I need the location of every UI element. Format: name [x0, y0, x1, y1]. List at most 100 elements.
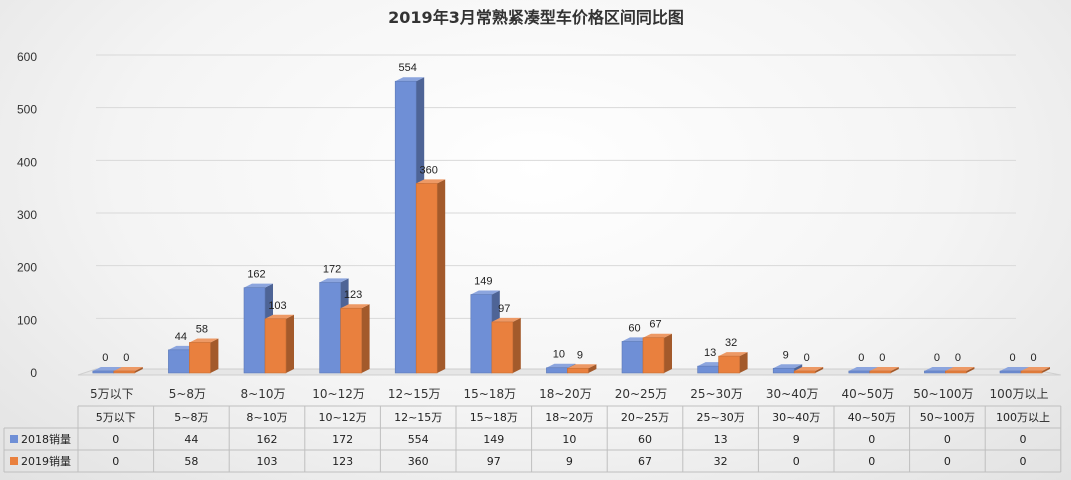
bar-front: [999, 370, 1022, 374]
bar-side: [739, 352, 748, 373]
data-label: 0: [1009, 352, 1015, 364]
bar: 360: [415, 164, 446, 374]
x-tick-label: 10~12万: [312, 387, 365, 401]
data-label: 32: [725, 337, 737, 349]
data-label: 123: [344, 289, 362, 301]
x-tick-label: 50~100万: [913, 387, 973, 401]
data-label: 149: [474, 276, 492, 288]
table-cell: 0: [868, 433, 875, 446]
table-cell: 123: [332, 455, 353, 468]
data-label: 58: [196, 323, 208, 335]
y-tick-label: 600: [17, 50, 37, 64]
data-label: 554: [399, 62, 417, 74]
table-cell: 0: [1020, 455, 1027, 468]
table-cell: 0: [1020, 433, 1027, 446]
data-label: 9: [577, 349, 583, 361]
bar-top: [869, 367, 899, 371]
table-header-cell: 15~18万: [470, 411, 518, 424]
data-label: 360: [420, 164, 438, 176]
table-header-cell: 8~10万: [246, 411, 287, 424]
bar-front: [924, 370, 946, 374]
data-label: 0: [879, 352, 885, 364]
bar-top: [546, 363, 576, 368]
data-label: 13: [704, 347, 716, 359]
bar-side: [890, 367, 899, 373]
bar-side: [210, 338, 219, 373]
table-cell: 9: [793, 433, 800, 446]
table-header-cell: 100万以上: [996, 411, 1050, 424]
table-header-cell: 5万以下: [96, 411, 136, 424]
bar-top: [567, 364, 597, 369]
bar-front: [243, 287, 266, 374]
y-tick-label: 400: [17, 155, 37, 169]
bar-front: [340, 307, 362, 374]
table-header-cell: 30~40万: [772, 411, 820, 424]
legend-label: 2019销量: [21, 454, 71, 468]
legend-label: 2018销量: [21, 432, 71, 446]
x-tick-label: 30~40万: [766, 387, 819, 401]
data-label: 0: [1030, 352, 1036, 364]
table-cell: 0: [793, 455, 800, 468]
data-table: 5万以下 5~8万 8~10万 10~12万 12~15万 15~18万 18~20万 20~…: [3, 405, 1062, 473]
bar: 123: [340, 289, 370, 374]
bar-top: [416, 179, 446, 184]
bar: 0: [945, 352, 975, 374]
data-label: 172: [323, 263, 341, 275]
data-label: 162: [247, 269, 265, 281]
x-tick-label: 25~30万: [690, 387, 743, 401]
bar: 0: [113, 352, 143, 374]
bar-front: [772, 367, 795, 374]
bar-top: [340, 304, 370, 309]
bar-front: [470, 294, 493, 374]
table-header-cell: 18~20万: [545, 411, 593, 424]
table-cell: 0: [868, 455, 875, 468]
bar-top: [643, 333, 672, 338]
bar: 9: [567, 349, 597, 374]
table-header-cell: 20~25万: [621, 411, 669, 424]
bar-side: [966, 367, 975, 373]
bar-top: [1021, 367, 1050, 371]
bar-side: [437, 179, 446, 373]
data-label: 10: [553, 349, 565, 361]
table-header-cell: 40~50万: [848, 411, 896, 424]
bar-front: [697, 365, 719, 374]
table-cell: 0: [944, 433, 951, 446]
bar: 0: [793, 352, 824, 374]
table-cell: 32: [714, 455, 728, 468]
table-header-cell: 10~12万: [318, 411, 366, 424]
bar-top: [924, 367, 954, 371]
x-tick-label: 5~8万: [169, 387, 206, 401]
data-label: 0: [804, 352, 810, 364]
bar-side: [512, 317, 521, 373]
data-label: 0: [102, 352, 108, 364]
bar-front: [546, 367, 568, 374]
x-tick-label: 20~25万: [615, 387, 668, 401]
bar-front: [642, 337, 665, 374]
bar: 32: [718, 337, 748, 374]
table-cell: 554: [408, 433, 429, 446]
bar-front: [264, 318, 287, 374]
bar-front: [394, 80, 417, 374]
bar-front: [415, 183, 438, 374]
bar-side: [1042, 367, 1050, 373]
bar-top: [319, 278, 349, 283]
bar-front: [848, 370, 871, 374]
bar-side: [588, 364, 597, 373]
bar-front: [491, 321, 514, 374]
table-cell: 360: [408, 455, 429, 468]
bar: 0: [1020, 352, 1050, 374]
bar-top: [718, 352, 748, 357]
bar-top: [244, 283, 273, 288]
bar-front: [168, 349, 190, 374]
table-cell: 67: [638, 455, 652, 468]
bar-top: [1000, 367, 1029, 371]
bar-top: [945, 367, 975, 371]
bar-side: [361, 304, 370, 373]
data-label: 60: [628, 322, 640, 334]
bar: 97: [491, 303, 521, 374]
bar-top: [848, 367, 878, 371]
table-cell: 13: [714, 433, 728, 446]
table-header-cell: 5~8万: [174, 411, 208, 424]
bar-front: [567, 367, 589, 374]
bar-top: [265, 314, 294, 319]
